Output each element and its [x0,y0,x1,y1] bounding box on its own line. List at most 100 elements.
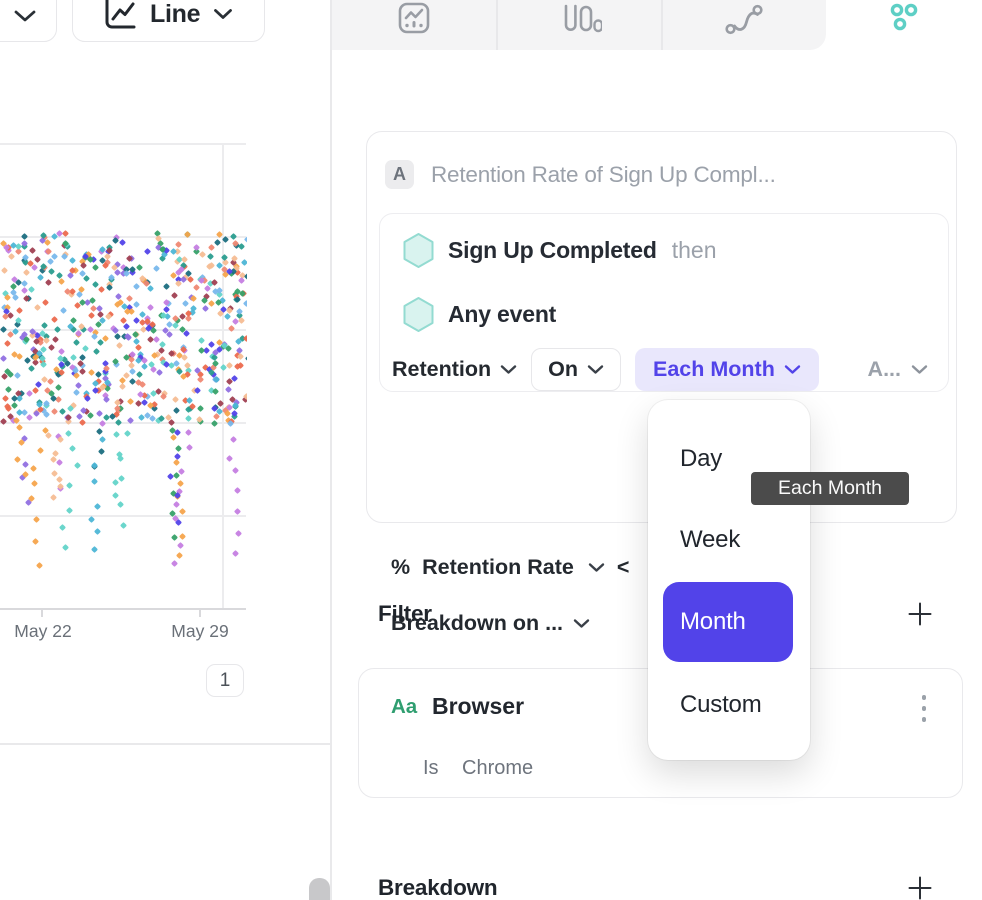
chevron-down-icon [500,365,517,374]
scatter-point [95,410,103,418]
gridline [0,329,246,331]
scatter-point [147,284,155,292]
event-row[interactable]: Any event [402,296,571,333]
property-type-badge: Aa [391,695,418,718]
scatter-point [82,274,90,282]
interval-option-custom[interactable]: Custom [680,691,762,718]
view-tabbar [331,0,826,50]
scatter-point [25,413,33,422]
interval-option-week[interactable]: Week [680,526,741,553]
scatter-point [210,419,218,427]
scatter-point [117,474,125,482]
filter-value[interactable]: Chrome [462,757,534,779]
add-filter-button[interactable] [905,599,935,629]
tab-chart-overview[interactable] [332,0,496,50]
filter-operator[interactable]: Is [423,757,439,779]
scatter-point [243,299,247,307]
scatter-point [27,365,36,373]
scatter-point [236,353,244,361]
scatter-point [223,312,231,321]
scatter-point [65,506,73,514]
more-options-icon[interactable] [919,695,929,722]
scatter-point [198,251,206,259]
scatter-point [32,537,40,545]
query-card: A Retention Rate of Sign Up Compl... Sig… [366,131,957,635]
scatter-point [213,239,221,247]
scatter-point [128,368,136,376]
tab-separator [661,0,663,50]
scatter-point [194,386,202,394]
scatter-point [193,284,201,292]
scatter-point [37,447,45,455]
scatter-point [175,551,183,560]
scatter-point [47,343,55,351]
query-title[interactable]: Retention Rate of Sign Up Compl... [431,161,776,187]
filter-property-name: Browser [432,693,525,719]
flow-icon [724,4,763,35]
scatter-point [40,376,48,384]
tab-bar-chart[interactable] [498,0,662,50]
scatter-point [15,424,23,432]
scatter-point [32,516,40,524]
scatter-point [126,295,134,303]
chart-type-button[interactable]: Line [72,0,265,42]
scatter-point [119,238,127,246]
scatter-point [9,283,17,291]
scrollbar-thumb[interactable] [309,878,330,900]
scatter-point [20,232,28,241]
scatter-point [177,541,185,549]
breakdown-on-dropdown[interactable]: Breakdown on ... [391,611,590,636]
scatter-point [229,435,238,443]
scatter-point [133,300,141,308]
on-dropdown[interactable]: On [531,348,621,391]
scatter-point [58,407,66,415]
scatter-point [113,269,121,277]
tab-flow[interactable] [662,0,826,50]
scatter-point [111,237,119,245]
scatter-point [49,493,57,501]
scatter-point [97,448,106,456]
truncated-dropdown[interactable]: A... [868,357,938,382]
measure-dropdown[interactable]: Retention [392,357,517,382]
scatter-point [30,465,38,473]
interval-option-day[interactable]: Day [680,445,723,472]
collapsed-dropdown-button[interactable] [0,0,57,42]
scatter-point [61,230,70,238]
scatter-plot [0,140,247,580]
x-axis-label: May 22 [14,621,72,641]
scatter-point [80,262,88,270]
interval-option-month[interactable]: Month [663,582,793,662]
breakdown-section-title: Breakdown [378,875,498,900]
scatter-point [72,388,80,397]
page-number-badge[interactable]: 1 [206,664,244,697]
scatter-point [146,336,155,344]
interval-dropdown[interactable]: Each Month [635,348,819,391]
metric-row[interactable]: % Retention Rate < [391,555,629,580]
scatter-point [54,326,62,334]
scatter-point [87,311,95,319]
scatter-point [132,282,140,290]
scatter-point [143,247,151,255]
add-breakdown-button[interactable] [905,873,935,900]
scatter-point [124,429,132,437]
scatter-point [51,335,59,343]
scatter-point [52,449,60,457]
scatter-point [136,263,144,271]
filter-card[interactable]: Aa Browser Is Chrome [358,668,963,798]
scatter-point [174,241,182,249]
scatter-point [94,370,102,378]
event-row[interactable]: Sign Up Completed then [402,232,716,269]
scatter-point [115,419,123,427]
scatter-point [50,316,58,324]
scatter-point [36,274,44,282]
scatter-point [6,370,15,378]
scatter-point [112,430,120,438]
plus-icon [908,602,932,626]
tab-separator [496,0,498,50]
tab-scatter-dots[interactable] [826,0,982,50]
scatter-point [211,388,219,396]
scatter-point [221,253,229,261]
scatter-point [226,454,234,462]
chart-pane: May 22 May 29 1 [0,0,330,743]
scatter-point [90,545,98,553]
